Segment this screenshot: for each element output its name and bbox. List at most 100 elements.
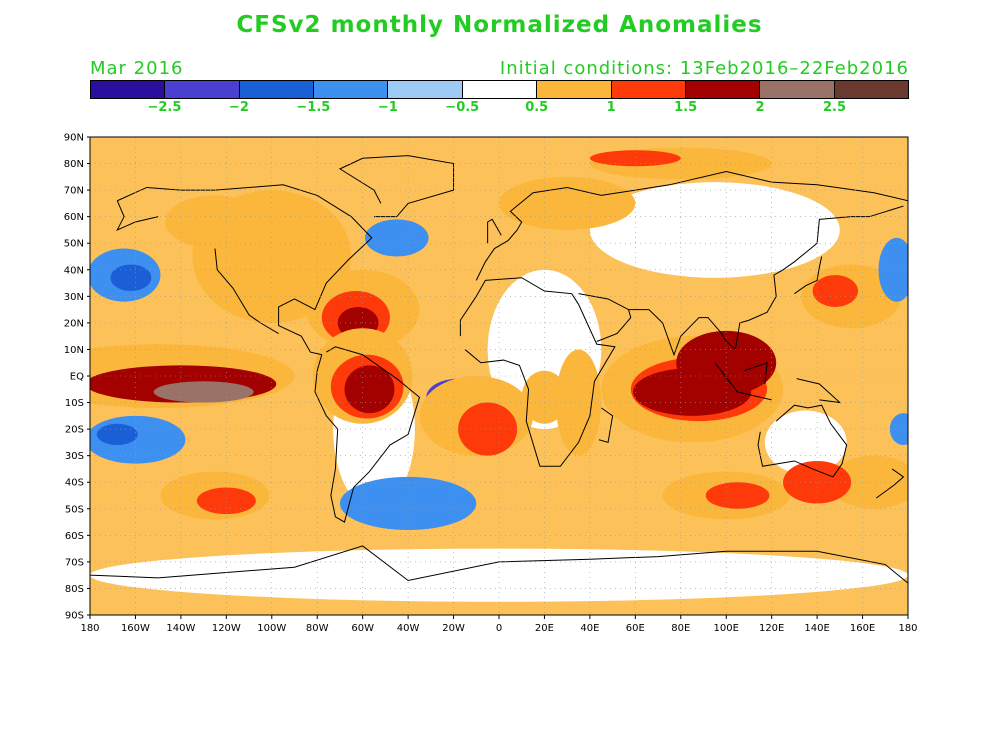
colorbar-tick-label: −2: [228, 100, 249, 115]
neutral-region: [90, 548, 908, 602]
anomaly-patch: [344, 365, 395, 414]
coastline: [628, 205, 904, 357]
latitude-label: 20S: [65, 425, 84, 436]
longitude-label: 20E: [535, 623, 554, 634]
coastline: [117, 184, 421, 523]
coastline: [475, 171, 908, 281]
latitude-label: 10N: [64, 345, 84, 356]
latitude-label: 40N: [64, 265, 84, 276]
coastline: [757, 404, 848, 478]
colorbar-tick-label: −1: [377, 100, 398, 115]
colorbar-tick-label: −2.5: [147, 100, 182, 115]
longitude-label: 160E: [850, 623, 875, 634]
longitude-label: 140E: [804, 623, 829, 634]
latitude-labels: 90N 80N 70N 60N 50N 40N 30N 20N 10N EQ 10S 20S 30S 40…: [64, 133, 90, 622]
longitude-labels: 180 160W 140W 120W 100W 80W 60W 40W 20W 0 20E 40E 60…: [80, 615, 918, 634]
longitude-label: 20W: [442, 623, 465, 634]
colorbar-cell: [239, 81, 315, 98]
latitude-label: 50N: [64, 239, 84, 250]
anomaly-shading: [90, 137, 908, 615]
anomaly-patch: [364, 219, 429, 257]
chart-title: CFSv2 monthly Normalized Anomalies: [236, 12, 763, 38]
longitude-label: 120W: [212, 623, 241, 634]
colorbar-cell: [388, 81, 463, 98]
longitude-label: 180: [80, 623, 99, 634]
coastline: [338, 155, 455, 218]
latitude-label: 90S: [65, 611, 84, 622]
colorbar-cell: [537, 81, 612, 98]
longitude-label: 100E: [714, 623, 739, 634]
coastline: [794, 256, 823, 295]
longitude-label: 40E: [580, 623, 599, 634]
anomaly-patch: [192, 190, 352, 323]
longitude-label: 120E: [759, 623, 784, 634]
anomaly-patch: [153, 381, 254, 403]
anomaly-patch: [96, 423, 138, 446]
latitude-label: 30S: [65, 451, 84, 462]
coastline: [214, 248, 279, 334]
anomaly-patch: [555, 349, 602, 456]
latitude-label: 70S: [65, 557, 84, 568]
colorbar-tick-label: 2.5: [823, 100, 847, 115]
latitude-label: 10S: [65, 398, 84, 409]
longitude-label: 80E: [671, 623, 690, 634]
colorbar-tick-label: 1: [606, 100, 616, 115]
longitude-label: 160W: [121, 623, 150, 634]
longitude-label: 100W: [257, 623, 286, 634]
longitude-label: 180: [898, 623, 917, 634]
longitude-label: 0: [496, 623, 502, 634]
longitude-label: 40W: [397, 623, 420, 634]
latitude-label: 20N: [64, 318, 84, 329]
latitude-label: 70N: [64, 186, 84, 197]
colorbar-cell: [165, 81, 240, 98]
colorbar-tick-label: −1.5: [296, 100, 331, 115]
anomaly-patch: [499, 176, 636, 230]
latitude-label: 60N: [64, 212, 84, 223]
anomaly-map: 90N 80N 70N 60N 50N 40N 30N 20N 10N EQ 10S 20S 30S 40…: [64, 133, 918, 635]
colorbar-cell: [314, 81, 389, 98]
colorbar-cell: [834, 81, 908, 98]
colorbar-tick-label: 2: [755, 100, 765, 115]
latitude-label: 40S: [65, 478, 84, 489]
colorbar-labels: −2.5 −2 −1.5 −1 −0.5 0.5 1 1.5 2 2.5: [90, 100, 909, 118]
colorbar-cell: [685, 81, 761, 98]
longitude-label: 60E: [626, 623, 645, 634]
coastline: [578, 293, 632, 342]
anomaly-patch: [705, 482, 770, 509]
latitude-label: 80N: [64, 159, 84, 170]
coastline: [487, 218, 502, 244]
longitude-label: 140W: [166, 623, 195, 634]
initial-conditions: Initial conditions: 13Feb2016–22Feb2016: [499, 58, 909, 79]
anomaly-patch: [812, 275, 859, 307]
anomaly-patch: [196, 487, 256, 515]
anomaly-patch: [589, 150, 681, 167]
latitude-label: 80S: [65, 584, 84, 595]
anomaly-patch: [889, 413, 908, 446]
latitude-label: EQ: [70, 372, 84, 383]
latitude-label: 30N: [64, 292, 84, 303]
latitude-label: 60S: [65, 531, 84, 542]
coastline: [459, 277, 616, 467]
neutral-region: [589, 182, 840, 278]
colorbar-cell: [91, 81, 166, 98]
latitude-label: 90N: [64, 133, 84, 144]
colorbar-tick-label: 0.5: [525, 100, 549, 115]
longitude-label: 80W: [306, 623, 329, 634]
coastline: [796, 378, 842, 404]
colorbar-tick-label: −0.5: [445, 100, 480, 115]
colorbar-cell: [611, 81, 686, 98]
anomaly-patch: [878, 237, 908, 302]
anomaly-patch: [339, 476, 477, 531]
longitude-label: 60W: [351, 623, 374, 634]
colorbar-cell: [760, 81, 835, 98]
coastline: [744, 361, 768, 385]
coastline: [116, 200, 159, 231]
latitude-label: 50S: [65, 504, 84, 515]
anomaly-patch: [828, 455, 908, 509]
anomaly-patch: [458, 402, 518, 456]
coastline: [875, 468, 905, 499]
colorbar-tick-label: 1.5: [674, 100, 698, 115]
colorbar: [90, 80, 909, 99]
colorbar-cell: [462, 81, 538, 98]
neutral-region: [764, 410, 847, 475]
